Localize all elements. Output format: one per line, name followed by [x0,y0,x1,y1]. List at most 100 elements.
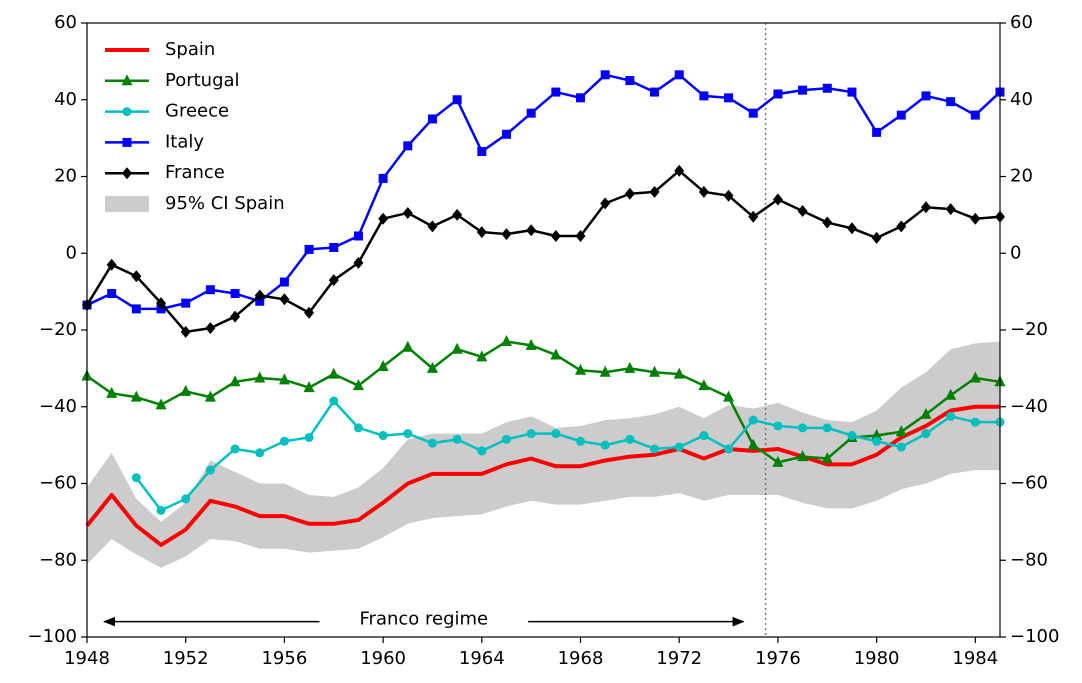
marker [821,452,833,464]
marker [920,201,931,214]
marker [205,322,216,335]
marker [599,365,611,377]
marker [229,375,241,387]
marker [698,379,710,391]
x-tick-label: 1948 [64,648,110,669]
marker [279,277,289,287]
y2-tick-label: −100 [1010,626,1059,647]
marker [180,325,191,338]
marker [895,425,907,437]
marker [107,289,117,299]
marker [946,411,956,421]
marker [526,108,536,118]
marker [748,210,759,223]
marker [576,436,586,446]
marker [724,93,734,103]
marker [748,108,758,118]
marker [353,423,363,433]
marker [600,197,611,210]
marker [551,429,561,439]
marker [550,348,562,360]
y-tick-label: 20 [54,166,77,187]
marker [106,386,118,398]
marker [847,87,857,97]
marker [329,396,339,406]
marker [797,205,808,218]
marker [304,244,314,254]
y-tick-label: −40 [39,396,77,417]
marker [122,107,132,117]
marker [500,335,512,347]
y2-tick-label: 60 [1010,12,1033,33]
marker [328,274,339,287]
marker [353,256,364,269]
x-tick-label: 1964 [459,648,505,669]
marker [180,384,192,396]
x-tick-label: 1952 [163,648,209,669]
marker [403,429,413,439]
marker [205,285,215,295]
marker [773,89,783,99]
marker [846,222,857,235]
marker [477,446,487,456]
marker [304,306,315,319]
marker [723,390,735,402]
marker [723,189,734,202]
marker [797,450,809,462]
marker [921,91,931,101]
marker [600,70,610,80]
legend: Spain Portugal Greece Italy France 95% CI Spa… [105,39,285,214]
y2-tick-label: 40 [1010,89,1033,110]
y2-tick-label: 0 [1010,242,1021,263]
marker [181,494,191,504]
marker [353,231,363,241]
y-tick-label: 0 [66,242,77,263]
marker [673,367,685,379]
marker [674,442,684,452]
y2-tick-label: −60 [1010,473,1048,494]
x-tick-label: 1984 [952,648,998,669]
marker [871,429,883,441]
marker [822,216,833,229]
marker [748,415,758,425]
marker [452,434,462,444]
marker [575,229,586,242]
marker [945,203,956,216]
marker [772,193,783,206]
legend-label: France [165,162,225,183]
legend-label: Portugal [165,70,240,91]
marker [402,340,414,352]
annotation-text: Franco regime [360,609,489,630]
legend-label: Spain [165,39,215,60]
y-tick-label: 60 [54,12,77,33]
marker [699,91,709,101]
marker [452,208,463,221]
marker [304,432,314,442]
marker [624,361,636,373]
marker [526,224,537,237]
marker [872,436,882,446]
marker [130,390,142,402]
marker [970,110,980,120]
marker [426,361,438,373]
marker [600,440,610,450]
x-tick-label: 1956 [261,648,307,669]
marker [303,381,315,393]
legend-swatch [105,196,149,212]
marker [747,438,759,450]
marker [131,473,141,483]
marker [254,289,265,302]
x-tick-label: 1972 [656,648,702,669]
marker [501,434,511,444]
marker [255,448,265,458]
marker [156,505,166,515]
x-tick-label: 1976 [755,648,801,669]
marker [872,127,882,137]
y-tick-label: −100 [28,626,77,647]
marker [230,310,241,323]
marker [279,293,290,306]
marker [402,206,413,219]
marker [525,338,537,350]
marker [896,220,907,233]
marker [970,417,980,427]
